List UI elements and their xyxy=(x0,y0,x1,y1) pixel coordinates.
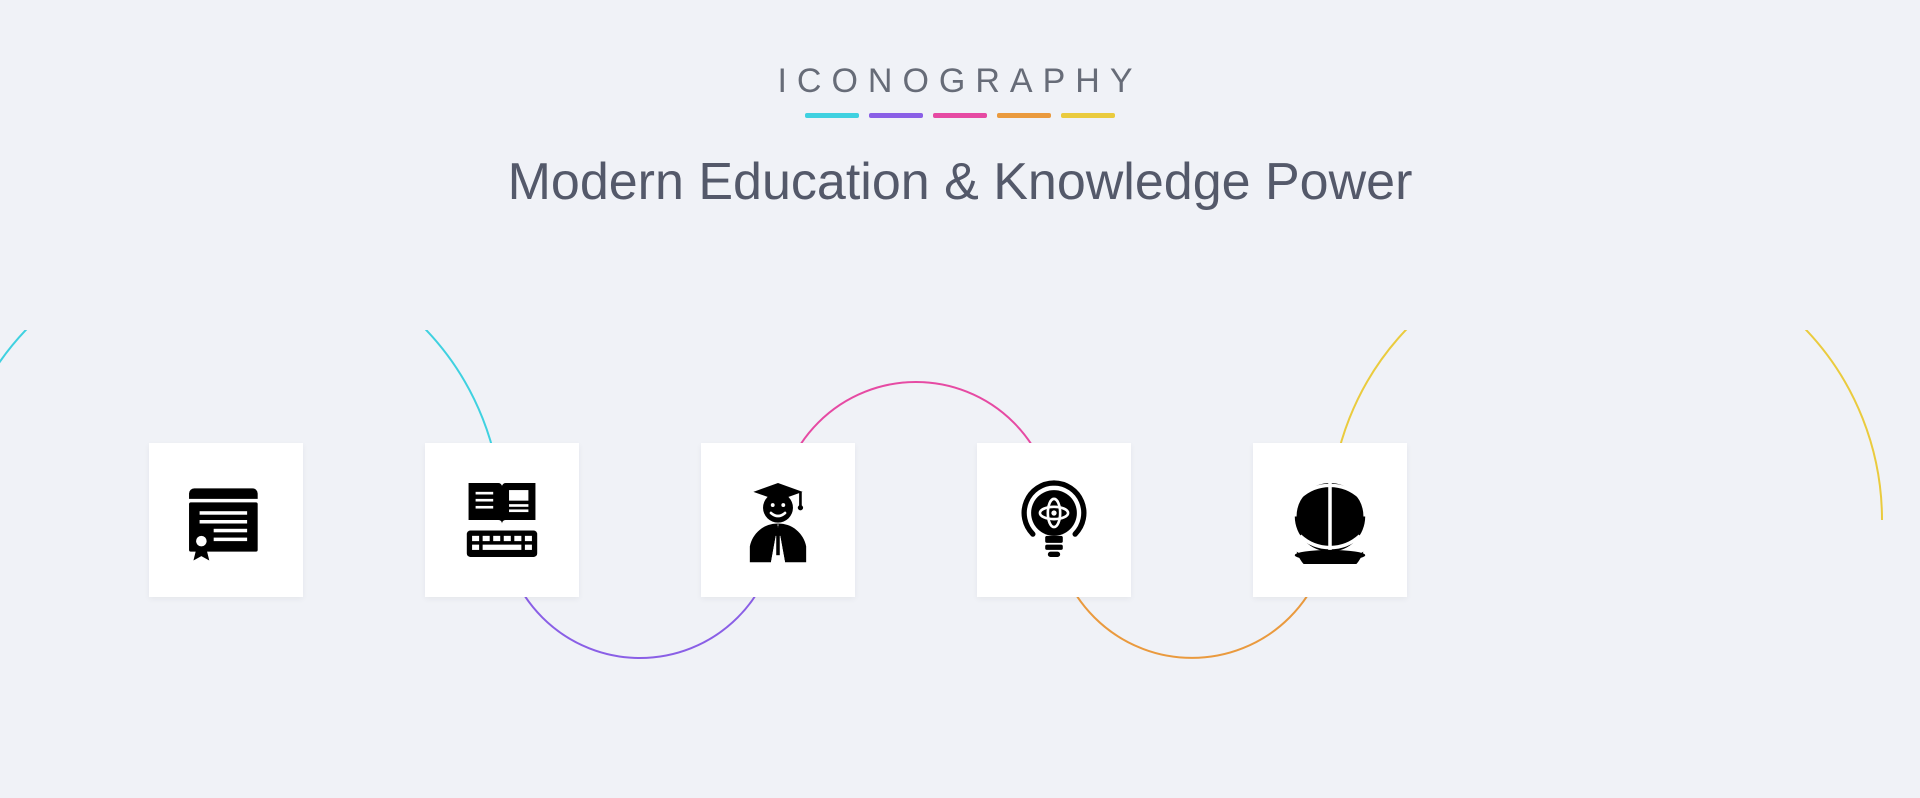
icon-tile-basketball xyxy=(1253,443,1407,597)
certificate-icon xyxy=(182,476,270,564)
underline-seg xyxy=(1061,113,1115,118)
icon-stage xyxy=(0,330,1920,710)
underline-seg xyxy=(997,113,1051,118)
brand-underline xyxy=(0,113,1920,118)
icon-tile-graduate xyxy=(701,443,855,597)
icon-tile-certificate xyxy=(149,443,303,597)
underline-seg xyxy=(805,113,859,118)
underline-seg xyxy=(933,113,987,118)
icon-tile-ebook xyxy=(425,443,579,597)
idea-bulb-icon xyxy=(1010,476,1098,564)
icon-tile-idea xyxy=(977,443,1131,597)
brand-label: ICONOGRAPHY xyxy=(0,62,1920,101)
pack-title: Modern Education & Knowledge Power xyxy=(0,152,1920,212)
header: ICONOGRAPHY Modern Education & Knowledge… xyxy=(0,62,1920,212)
graduate-icon xyxy=(734,476,822,564)
basketball-icon xyxy=(1286,476,1374,564)
underline-seg xyxy=(869,113,923,118)
ebook-keyboard-icon xyxy=(458,476,546,564)
